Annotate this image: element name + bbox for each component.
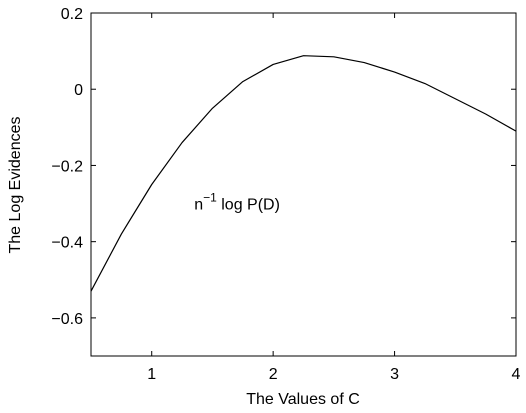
- y-tick-label: 0.2: [61, 6, 83, 23]
- x-tick-label: 2: [269, 366, 278, 383]
- y-tick-label: −0.2: [51, 158, 83, 175]
- x-tick-label: 3: [390, 366, 399, 383]
- y-tick-label: −0.6: [51, 311, 83, 328]
- line-series: [90, 55, 517, 292]
- x-tick-label: 1: [147, 366, 156, 383]
- x-axis-label: The Values of C: [246, 391, 360, 408]
- y-tick-label: −0.4: [51, 235, 83, 252]
- annotation-part: −1: [203, 191, 217, 205]
- y-axis-label: The Log Evidences: [7, 117, 24, 254]
- plot-frame: [90, 12, 517, 357]
- y-tick-label: 0: [74, 82, 83, 99]
- x-tick-label: 4: [512, 366, 521, 383]
- annotation: n−1 log P(D): [194, 191, 280, 214]
- annotation-part: log P(D): [217, 197, 280, 214]
- annotation-part: n: [194, 197, 203, 214]
